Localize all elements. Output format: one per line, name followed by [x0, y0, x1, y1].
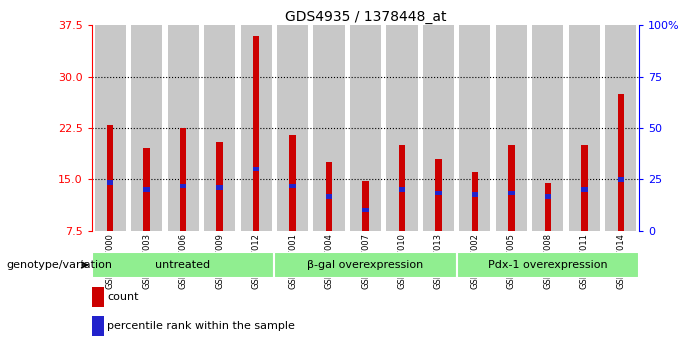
- Bar: [326, 194, 333, 199]
- Bar: [398, 187, 405, 192]
- Text: β-gal overexpression: β-gal overexpression: [307, 260, 424, 270]
- Bar: [435, 159, 442, 231]
- Bar: [274, 252, 457, 278]
- Bar: [180, 128, 186, 231]
- Text: percentile rank within the sample: percentile rank within the sample: [107, 321, 295, 331]
- Bar: [569, 25, 600, 231]
- Bar: [605, 25, 636, 231]
- Bar: [326, 162, 333, 231]
- Bar: [241, 25, 271, 231]
- Bar: [472, 172, 478, 231]
- Bar: [216, 185, 223, 190]
- Bar: [581, 145, 588, 231]
- Bar: [545, 194, 551, 199]
- Bar: [496, 25, 527, 231]
- Title: GDS4935 / 1378448_at: GDS4935 / 1378448_at: [285, 11, 446, 24]
- Bar: [362, 181, 369, 231]
- Bar: [545, 183, 551, 231]
- Bar: [362, 208, 369, 212]
- Bar: [277, 25, 308, 231]
- Bar: [289, 184, 296, 188]
- Bar: [435, 191, 442, 195]
- Bar: [386, 25, 418, 231]
- Bar: [107, 180, 114, 185]
- Bar: [581, 187, 588, 192]
- Bar: [253, 167, 259, 171]
- Bar: [617, 94, 624, 231]
- Bar: [289, 135, 296, 231]
- Text: genotype/variation: genotype/variation: [7, 260, 113, 270]
- Bar: [313, 25, 345, 231]
- Text: count: count: [107, 292, 139, 302]
- Bar: [107, 125, 114, 231]
- Bar: [508, 191, 515, 195]
- Bar: [508, 145, 515, 231]
- Text: Pdx-1 overexpression: Pdx-1 overexpression: [488, 260, 608, 270]
- Bar: [180, 184, 186, 188]
- Bar: [617, 177, 624, 182]
- Bar: [92, 252, 274, 278]
- Bar: [143, 148, 150, 231]
- Bar: [457, 252, 639, 278]
- Bar: [143, 187, 150, 192]
- Bar: [131, 25, 162, 231]
- Bar: [423, 25, 454, 231]
- Bar: [472, 192, 478, 197]
- Bar: [204, 25, 235, 231]
- Bar: [167, 25, 199, 231]
- Bar: [460, 25, 490, 231]
- Bar: [350, 25, 381, 231]
- Bar: [216, 142, 223, 231]
- Bar: [532, 25, 564, 231]
- Bar: [253, 36, 259, 231]
- Text: untreated: untreated: [156, 260, 211, 270]
- Bar: [95, 25, 126, 231]
- Bar: [398, 145, 405, 231]
